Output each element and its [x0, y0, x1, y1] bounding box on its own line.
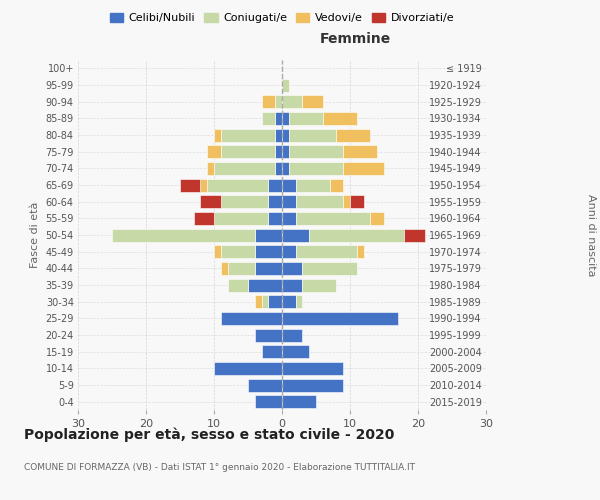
Bar: [337, 128, 370, 141]
Bar: [207, 178, 268, 192]
Bar: [262, 345, 282, 358]
Bar: [282, 395, 316, 408]
Bar: [248, 278, 282, 291]
Bar: [227, 262, 255, 275]
Bar: [221, 145, 275, 158]
Bar: [207, 145, 221, 158]
Bar: [282, 162, 289, 175]
Bar: [289, 162, 343, 175]
Bar: [194, 212, 214, 225]
Bar: [221, 128, 275, 141]
Bar: [282, 278, 302, 291]
Bar: [214, 128, 221, 141]
Bar: [227, 278, 248, 291]
Bar: [282, 78, 289, 92]
Legend: Celibi/Nubili, Coniugati/e, Vedovi/e, Divorziati/e: Celibi/Nubili, Coniugati/e, Vedovi/e, Di…: [106, 8, 458, 28]
Bar: [282, 195, 296, 208]
Bar: [275, 128, 282, 141]
Bar: [282, 228, 309, 241]
Bar: [282, 312, 398, 325]
Bar: [282, 178, 296, 192]
Bar: [282, 145, 289, 158]
Text: Anni di nascita: Anni di nascita: [586, 194, 596, 276]
Bar: [207, 162, 214, 175]
Bar: [282, 95, 302, 108]
Bar: [255, 328, 282, 342]
Bar: [262, 295, 268, 308]
Text: COMUNE DI FORMAZZA (VB) - Dati ISTAT 1° gennaio 2020 - Elaborazione TUTTITALIA.I: COMUNE DI FORMAZZA (VB) - Dati ISTAT 1° …: [24, 462, 415, 471]
Bar: [282, 295, 296, 308]
Bar: [289, 145, 343, 158]
Bar: [296, 212, 370, 225]
Bar: [268, 212, 282, 225]
Bar: [221, 312, 282, 325]
Bar: [200, 178, 207, 192]
Bar: [255, 395, 282, 408]
Bar: [296, 295, 302, 308]
Bar: [309, 228, 404, 241]
Bar: [302, 95, 323, 108]
Bar: [343, 162, 384, 175]
Bar: [282, 378, 343, 392]
Text: Popolazione per età, sesso e stato civile - 2020: Popolazione per età, sesso e stato civil…: [24, 428, 394, 442]
Bar: [275, 162, 282, 175]
Bar: [289, 112, 323, 125]
Bar: [214, 362, 282, 375]
Bar: [275, 145, 282, 158]
Bar: [221, 195, 268, 208]
Bar: [350, 195, 364, 208]
Bar: [221, 262, 227, 275]
Bar: [214, 245, 221, 258]
Bar: [282, 212, 296, 225]
Bar: [214, 212, 268, 225]
Bar: [248, 378, 282, 392]
Bar: [255, 228, 282, 241]
Bar: [214, 162, 275, 175]
Bar: [268, 295, 282, 308]
Bar: [343, 145, 377, 158]
Bar: [343, 195, 350, 208]
Bar: [282, 362, 343, 375]
Bar: [112, 228, 255, 241]
Bar: [268, 195, 282, 208]
Bar: [282, 112, 289, 125]
Bar: [275, 95, 282, 108]
Bar: [370, 212, 384, 225]
Bar: [282, 345, 309, 358]
Bar: [357, 245, 364, 258]
Bar: [255, 262, 282, 275]
Bar: [180, 178, 200, 192]
Bar: [200, 195, 221, 208]
Bar: [255, 295, 262, 308]
Bar: [268, 178, 282, 192]
Bar: [329, 178, 343, 192]
Text: Femmine: Femmine: [320, 32, 391, 46]
Bar: [296, 195, 343, 208]
Bar: [302, 278, 337, 291]
Bar: [302, 262, 357, 275]
Bar: [404, 228, 425, 241]
Bar: [296, 245, 357, 258]
Bar: [282, 128, 289, 141]
Bar: [289, 128, 337, 141]
Bar: [275, 112, 282, 125]
Bar: [262, 95, 275, 108]
Bar: [262, 112, 275, 125]
Bar: [282, 328, 302, 342]
Y-axis label: Fasce di età: Fasce di età: [30, 202, 40, 268]
Bar: [323, 112, 357, 125]
Bar: [296, 178, 329, 192]
Bar: [221, 245, 255, 258]
Bar: [282, 262, 302, 275]
Bar: [255, 245, 282, 258]
Bar: [282, 245, 296, 258]
